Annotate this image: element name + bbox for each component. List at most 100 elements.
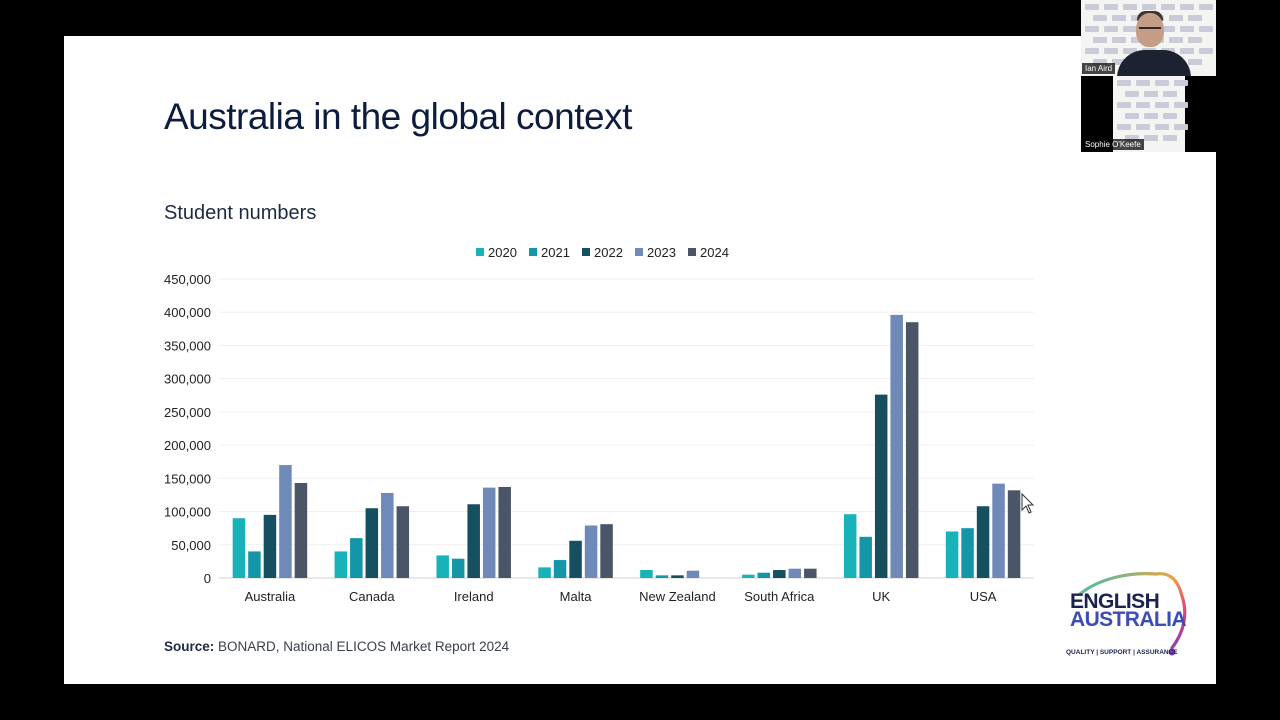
bar-malta-2022 bbox=[569, 540, 582, 578]
bar-malta-2021 bbox=[553, 560, 567, 578]
backdrop-logo-pattern bbox=[1093, 37, 1107, 43]
source-note: Source: BONARD, National ELICOS Market R… bbox=[164, 639, 509, 654]
backdrop-logo-pattern bbox=[1117, 102, 1131, 108]
backdrop-logo-pattern bbox=[1085, 48, 1099, 54]
backdrop-logo-pattern bbox=[1169, 15, 1183, 21]
bar-australia-2022 bbox=[263, 514, 277, 578]
legend-swatch-2021 bbox=[529, 248, 537, 256]
x-tick-label: Malta bbox=[560, 589, 593, 604]
video-panel: Ian Aird Sophie O'Keefe bbox=[1081, 0, 1216, 152]
backdrop-logo-pattern bbox=[1199, 48, 1213, 54]
legend-label-2023: 2023 bbox=[647, 245, 676, 260]
backdrop-logo-pattern bbox=[1174, 124, 1188, 130]
presentation-slide: Australia in the global context Student … bbox=[64, 36, 1216, 684]
y-tick-label: 50,000 bbox=[171, 538, 211, 553]
backdrop-logo-pattern bbox=[1085, 26, 1099, 32]
bar-australia-2024 bbox=[294, 482, 308, 578]
bar-uk-2023 bbox=[890, 314, 903, 578]
backdrop-logo-pattern bbox=[1155, 124, 1169, 130]
bar-australia-2023 bbox=[279, 465, 292, 578]
bar-usa-2021 bbox=[961, 528, 974, 578]
bar-uk-2024 bbox=[905, 322, 919, 578]
participant-name-tag: Sophie O'Keefe bbox=[1082, 139, 1144, 150]
logo-text-line1: ENGLISH bbox=[1070, 590, 1160, 613]
legend-label-2022: 2022 bbox=[594, 245, 623, 260]
x-tick-label: UK bbox=[872, 589, 890, 604]
legend-swatch-2022 bbox=[582, 248, 590, 256]
bar-canada-2024 bbox=[396, 506, 410, 578]
bar-uk-2021 bbox=[859, 536, 872, 578]
bar-south-africa-2020 bbox=[742, 574, 755, 578]
backdrop-logo-pattern bbox=[1174, 102, 1188, 108]
backdrop-logo-pattern bbox=[1169, 37, 1183, 43]
bar-ireland-2022 bbox=[467, 504, 480, 578]
bar-australia-2020 bbox=[232, 518, 246, 578]
backdrop-logo-pattern bbox=[1112, 37, 1126, 43]
backdrop-logo-pattern bbox=[1085, 4, 1099, 10]
bar-canada-2023 bbox=[381, 492, 394, 578]
backdrop-logo-pattern bbox=[1123, 4, 1137, 10]
bar-usa-2023 bbox=[992, 483, 1005, 578]
participant-avatar bbox=[1136, 13, 1164, 47]
video-tile-participant[interactable]: Sophie O'Keefe bbox=[1081, 76, 1216, 152]
backdrop-logo-pattern bbox=[1136, 80, 1150, 86]
legend-label-2024: 2024 bbox=[700, 245, 729, 260]
backdrop-logo-pattern bbox=[1188, 15, 1202, 21]
backdrop-logo-pattern bbox=[1180, 48, 1194, 54]
bar-malta-2020 bbox=[538, 567, 551, 578]
bar-south-africa-2021 bbox=[757, 572, 771, 578]
legend-label-2020: 2020 bbox=[488, 245, 517, 260]
backdrop-logo-pattern bbox=[1161, 4, 1175, 10]
legend-label-2021: 2021 bbox=[541, 245, 570, 260]
x-tick-label: New Zealand bbox=[639, 589, 716, 604]
backdrop-logo-pattern bbox=[1093, 15, 1107, 21]
bar-south-africa-2022 bbox=[773, 570, 786, 578]
bar-new-zealand-2022 bbox=[671, 575, 684, 578]
backdrop-logo-pattern bbox=[1163, 135, 1177, 141]
backdrop-logo-pattern bbox=[1142, 4, 1156, 10]
logo-text-line2: AUSTRALIA bbox=[1070, 608, 1187, 631]
bar-usa-2022 bbox=[976, 506, 990, 578]
legend-swatch-2020 bbox=[476, 248, 484, 256]
mouse-cursor-icon bbox=[1021, 492, 1035, 514]
y-tick-label: 300,000 bbox=[164, 372, 211, 387]
backdrop-logo-pattern bbox=[1125, 135, 1139, 141]
logo-tagline: QUALITY | SUPPORT | ASSURANCE bbox=[1066, 649, 1178, 656]
x-tick-label: Australia bbox=[245, 589, 296, 604]
backdrop-logo-pattern bbox=[1136, 124, 1150, 130]
backdrop-logo-pattern bbox=[1125, 91, 1139, 97]
x-tick-label: USA bbox=[970, 589, 997, 604]
bar-canada-2021 bbox=[350, 538, 363, 578]
y-tick-label: 250,000 bbox=[164, 405, 211, 420]
x-tick-label: Ireland bbox=[454, 589, 494, 604]
backdrop-logo-pattern bbox=[1104, 48, 1118, 54]
bar-usa-2020 bbox=[945, 531, 959, 578]
backdrop-logo-pattern bbox=[1117, 124, 1131, 130]
bar-canada-2022 bbox=[365, 508, 379, 578]
source-label: Source: bbox=[164, 639, 215, 654]
backdrop-logo-pattern bbox=[1174, 80, 1188, 86]
bar-south-africa-2024 bbox=[804, 568, 817, 578]
backdrop-logo-pattern bbox=[1144, 135, 1158, 141]
video-tile-speaker[interactable]: Ian Aird bbox=[1081, 0, 1216, 76]
backdrop-logo-pattern bbox=[1112, 15, 1126, 21]
y-tick-label: 400,000 bbox=[164, 305, 211, 320]
participant-name-tag: Ian Aird bbox=[1082, 63, 1116, 74]
bar-chart: 0 50,000 100,000 150,000 200,000 250,000 300,0… bbox=[164, 245, 1035, 604]
legend-swatch-2023 bbox=[635, 248, 643, 256]
bar-uk-2020 bbox=[843, 514, 857, 578]
bar-usa-2024 bbox=[1007, 490, 1021, 578]
bar-new-zealand-2020 bbox=[640, 570, 653, 578]
x-tick-label: South Africa bbox=[744, 589, 815, 604]
participant-glasses bbox=[1139, 27, 1161, 34]
participant-body bbox=[1117, 50, 1191, 76]
bar-australia-2021 bbox=[248, 551, 261, 578]
backdrop-logo-pattern bbox=[1163, 113, 1177, 119]
backdrop-logo-pattern bbox=[1123, 26, 1137, 32]
backdrop-logo-pattern bbox=[1199, 4, 1213, 10]
bar-ireland-2021 bbox=[451, 558, 465, 578]
x-tick-label: Canada bbox=[349, 589, 395, 604]
bar-new-zealand-2021 bbox=[655, 575, 669, 578]
y-tick-label: 0 bbox=[204, 571, 211, 586]
slide-title: Australia in the global context bbox=[164, 96, 632, 137]
